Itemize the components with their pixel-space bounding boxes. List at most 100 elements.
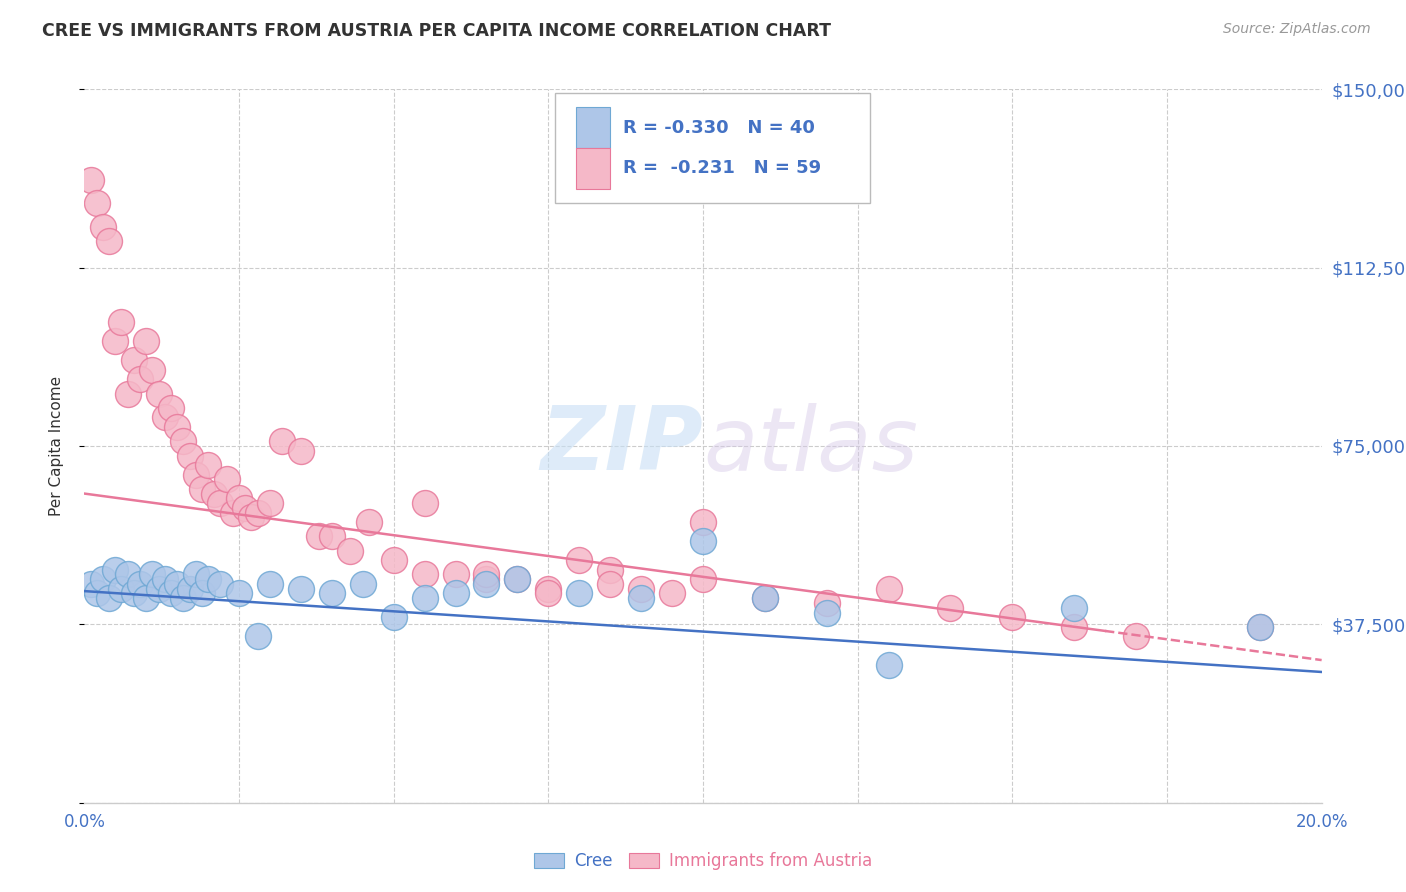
Point [939, 600, 962, 615]
Point [117, 386, 139, 401]
Point [166, 420, 188, 434]
Point [160, 586, 183, 600]
Point [537, 586, 560, 600]
Point [506, 572, 529, 586]
Legend: Cree, Immigrants from Austria: Cree, Immigrants from Austria [527, 846, 879, 877]
Point [79, 577, 101, 591]
Point [259, 577, 281, 591]
Point [228, 491, 250, 506]
Point [179, 582, 201, 596]
Point [506, 572, 529, 586]
Point [184, 467, 207, 482]
Point [117, 567, 139, 582]
Point [129, 372, 152, 386]
Point [308, 529, 330, 543]
Point [122, 353, 145, 368]
Text: R =  -0.231   N = 59: R = -0.231 N = 59 [623, 160, 821, 178]
Text: Source: ZipAtlas.com: Source: ZipAtlas.com [1223, 22, 1371, 37]
Point [110, 315, 132, 329]
Point [86, 196, 108, 211]
Point [233, 500, 256, 515]
Point [382, 610, 405, 624]
Point [1125, 629, 1147, 643]
Point [444, 586, 467, 600]
Point [197, 458, 219, 472]
Point [352, 577, 374, 591]
Point [129, 577, 152, 591]
Y-axis label: Per Capita Income: Per Capita Income [49, 376, 63, 516]
Point [191, 482, 214, 496]
Point [475, 577, 498, 591]
Point [413, 496, 436, 510]
Point [228, 586, 250, 600]
Point [179, 449, 201, 463]
Point [86, 586, 108, 600]
Point [135, 334, 157, 349]
Point [172, 434, 194, 449]
Text: atlas: atlas [703, 403, 918, 489]
Point [339, 543, 361, 558]
Point [475, 567, 498, 582]
Point [246, 629, 269, 643]
Point [153, 410, 176, 425]
Point [754, 591, 776, 606]
Point [1063, 600, 1085, 615]
Point [191, 586, 214, 600]
Point [290, 582, 312, 596]
FancyBboxPatch shape [575, 148, 610, 189]
Point [79, 172, 101, 186]
Point [1249, 620, 1271, 634]
Point [475, 572, 498, 586]
Point [599, 577, 621, 591]
Point [692, 572, 714, 586]
Point [215, 472, 238, 486]
Point [290, 443, 312, 458]
Point [104, 563, 127, 577]
Point [1063, 620, 1085, 634]
Point [104, 334, 127, 349]
Point [815, 596, 838, 610]
Point [98, 235, 121, 249]
Point [271, 434, 294, 449]
Point [444, 567, 467, 582]
Point [1001, 610, 1024, 624]
Text: CREE VS IMMIGRANTS FROM AUSTRIA PER CAPITA INCOME CORRELATION CHART: CREE VS IMMIGRANTS FROM AUSTRIA PER CAPI… [42, 22, 831, 40]
Point [568, 553, 591, 567]
Point [135, 591, 157, 606]
Point [209, 496, 232, 510]
Point [1249, 620, 1271, 634]
Point [413, 567, 436, 582]
Point [209, 577, 232, 591]
Point [197, 572, 219, 586]
Point [166, 577, 188, 591]
Point [240, 510, 263, 524]
Text: ZIP: ZIP [540, 402, 703, 490]
Point [630, 591, 652, 606]
Point [661, 586, 683, 600]
Point [877, 657, 900, 672]
Point [321, 586, 343, 600]
Point [321, 529, 343, 543]
Point [754, 591, 776, 606]
Point [692, 515, 714, 529]
FancyBboxPatch shape [575, 107, 610, 148]
Point [148, 582, 170, 596]
Point [357, 515, 380, 529]
Text: R = -0.330   N = 40: R = -0.330 N = 40 [623, 119, 814, 136]
Point [148, 386, 170, 401]
Point [172, 591, 194, 606]
Point [153, 572, 176, 586]
Point [91, 220, 114, 235]
Point [382, 553, 405, 567]
Point [91, 572, 114, 586]
Point [110, 582, 132, 596]
Point [815, 606, 838, 620]
Point [98, 591, 121, 606]
Point [259, 496, 281, 510]
Point [122, 586, 145, 600]
Point [877, 582, 900, 596]
Point [141, 567, 163, 582]
Point [692, 534, 714, 549]
FancyBboxPatch shape [554, 93, 870, 203]
Point [630, 582, 652, 596]
